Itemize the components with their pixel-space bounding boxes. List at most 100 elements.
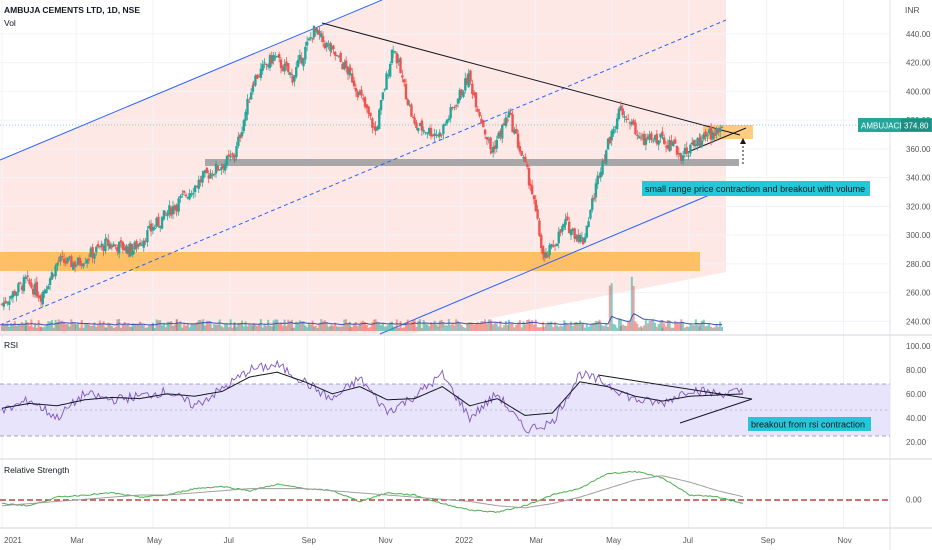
candle-body — [387, 75, 390, 77]
volume-bar — [11, 323, 14, 331]
candle-body — [418, 123, 422, 127]
candle-body — [203, 170, 207, 173]
volume-bar — [80, 319, 83, 331]
volume-bar — [309, 324, 312, 331]
volume-bar — [663, 323, 666, 331]
price-tick-label: 320.00 — [906, 202, 931, 211]
volume-bar — [311, 320, 314, 331]
candle-body — [135, 240, 138, 249]
volume-bar — [19, 323, 22, 331]
candle-body — [33, 283, 37, 295]
volume-bar — [272, 325, 275, 331]
volume-bar — [429, 322, 432, 331]
candle-body — [304, 46, 307, 60]
volume-bar — [341, 326, 344, 331]
candle-body — [608, 137, 612, 144]
volume-bar — [706, 325, 709, 331]
candle-body — [520, 151, 523, 156]
candle-body — [420, 120, 424, 131]
volume-bar — [86, 323, 89, 331]
candle-body — [73, 261, 77, 268]
price-note-box — [642, 181, 870, 196]
volume-bar — [49, 321, 52, 331]
rsi-ma-line — [1, 371, 744, 416]
candle-body — [577, 234, 580, 242]
candle-body — [265, 63, 268, 66]
volume-bar — [10, 323, 13, 331]
candle-body — [664, 146, 668, 148]
price-tick-label: 300.00 — [906, 231, 931, 240]
candle-body — [344, 60, 348, 68]
candle-body — [661, 131, 664, 137]
volume-bar — [413, 319, 416, 331]
candle-body — [718, 127, 722, 133]
volume-bar — [395, 319, 398, 331]
candle-body — [305, 41, 309, 46]
candle-body — [410, 104, 413, 117]
candle-body — [663, 137, 666, 144]
candle-body — [190, 193, 193, 196]
candle-body — [159, 225, 162, 228]
volume-bar — [506, 324, 509, 331]
volume-bar — [125, 325, 128, 331]
volume-bar — [61, 320, 64, 331]
volume-bar — [8, 326, 11, 331]
volume-bar — [17, 324, 20, 331]
volume-bar — [32, 327, 35, 331]
volume-bar — [654, 322, 657, 331]
volume-bar — [532, 324, 535, 331]
volume-bar — [186, 323, 189, 331]
volume-bar — [2, 324, 5, 331]
volume-bar — [559, 325, 562, 331]
candle-body — [205, 167, 209, 174]
volume-bar — [224, 324, 227, 331]
volume-bar — [610, 283, 613, 331]
candle-body — [140, 244, 144, 246]
volume-bar — [520, 327, 523, 331]
volume-bar — [104, 327, 107, 331]
volume-bar — [140, 324, 143, 331]
volume-bar — [246, 326, 249, 331]
candle-body — [637, 136, 641, 138]
volume-bar — [431, 324, 434, 331]
time-axis[interactable]: 2021 Mar May Jul Sep Nov 2022 Mar May Jul Sep Nov — [4, 536, 852, 545]
candle-body — [339, 52, 342, 62]
candle-body — [211, 175, 214, 177]
candle-body — [467, 72, 470, 88]
volume-bar — [638, 327, 641, 331]
candle-body — [509, 112, 512, 115]
price-axis[interactable]: 440.00420.00400.00380.00360.00340.00320.… — [906, 30, 931, 504]
volume-bar — [93, 322, 96, 331]
candle-body — [376, 126, 379, 131]
candle-body — [39, 295, 42, 299]
candle-body — [417, 127, 420, 131]
volume-bar — [164, 327, 167, 331]
candle-body — [252, 83, 255, 86]
candle-body — [76, 257, 80, 265]
candle-body — [298, 54, 302, 61]
candle-body — [11, 291, 15, 298]
volume-bar — [54, 319, 57, 331]
volume-bar — [133, 323, 136, 331]
volume-bar — [244, 321, 247, 331]
volume-bar — [181, 327, 184, 331]
volume-bar — [580, 322, 583, 331]
volume-bar — [77, 323, 80, 331]
volume-bar — [708, 323, 711, 331]
volume-bar — [628, 321, 631, 331]
volume-bar — [536, 327, 539, 331]
candle-body — [85, 259, 89, 264]
candle-body — [696, 138, 699, 146]
volume-bar — [687, 327, 690, 331]
volume-bar — [700, 320, 703, 331]
candle-body — [365, 104, 369, 109]
volume-bar — [711, 327, 714, 331]
volume-bar — [4, 323, 7, 331]
candle-body — [238, 134, 242, 139]
candle-body — [661, 137, 664, 139]
price-tick-label: 340.00 — [906, 174, 931, 183]
candle-body — [256, 74, 259, 79]
candle-body — [188, 193, 191, 200]
volume-bar — [360, 321, 363, 331]
